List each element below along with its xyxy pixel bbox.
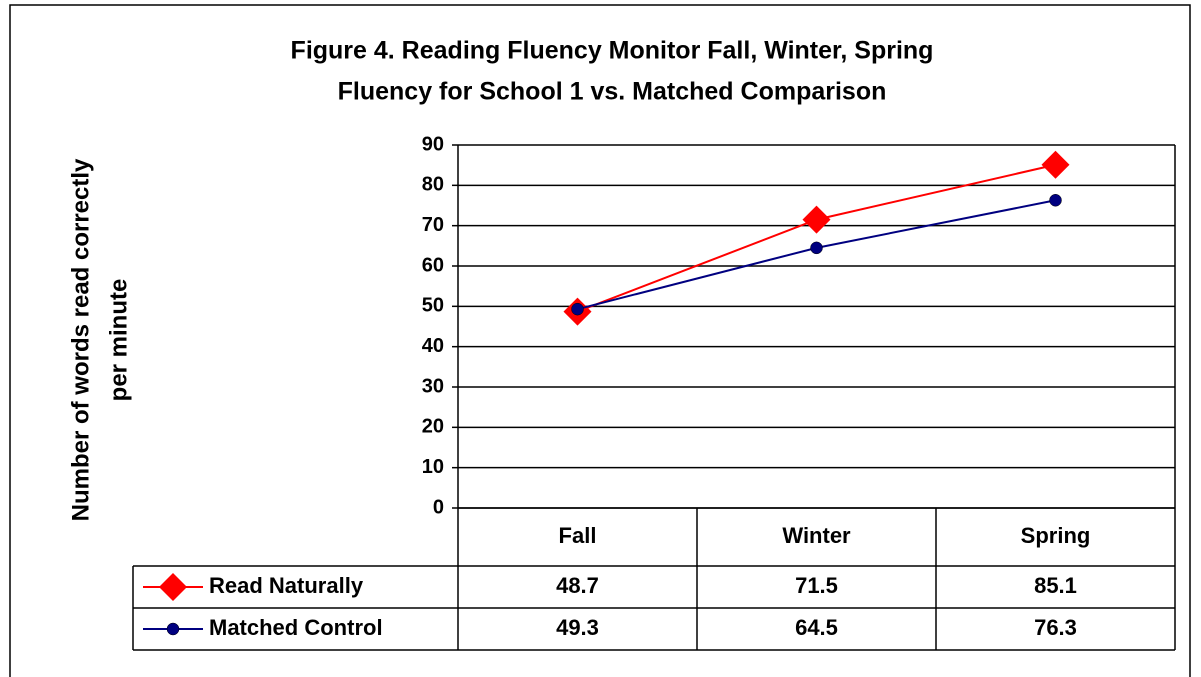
chart-title: Figure 4. Reading Fluency Monitor Fall, … bbox=[291, 37, 934, 65]
legend-marker bbox=[166, 622, 180, 636]
data-table-value: 64.5 bbox=[795, 615, 838, 640]
point bbox=[571, 302, 584, 316]
x-tick-label: Winter bbox=[782, 523, 851, 548]
line bbox=[577, 163, 1056, 313]
y-tick-label: 70 bbox=[422, 214, 444, 236]
point bbox=[810, 241, 823, 255]
data-table-value: 76.3 bbox=[1034, 615, 1077, 640]
y-tick-label: 60 bbox=[422, 254, 444, 276]
y-tick-label: 20 bbox=[422, 416, 444, 438]
x-tick-label: Fall bbox=[559, 523, 597, 548]
chart-border bbox=[9, 4, 1191, 677]
data-table-value: 71.5 bbox=[795, 573, 838, 598]
y-tick-label: 80 bbox=[422, 174, 444, 196]
data-table-value: 85.1 bbox=[1034, 573, 1077, 598]
chart-title: Fluency for School 1 vs. Matched Compari… bbox=[338, 78, 887, 106]
data-table-value: 48.7 bbox=[556, 573, 599, 598]
point bbox=[1041, 150, 1070, 179]
y-axis-label: per minute bbox=[105, 279, 132, 402]
y-tick-label: 50 bbox=[422, 295, 444, 317]
y-tick-label: 30 bbox=[422, 375, 444, 397]
legend-label: Read Naturally bbox=[209, 573, 364, 598]
point bbox=[802, 205, 831, 234]
x-tick-label: Spring bbox=[1021, 523, 1091, 548]
y-tick-label: 90 bbox=[422, 133, 444, 155]
y-axis-label: Number of words read correctly bbox=[67, 158, 94, 521]
legend-marker bbox=[159, 573, 187, 601]
y-tick-label: 10 bbox=[422, 456, 444, 478]
y-tick-label: 40 bbox=[422, 335, 444, 357]
legend-label: Matched Control bbox=[209, 615, 383, 640]
y-tick-label: 0 bbox=[433, 496, 444, 518]
data-table-value: 49.3 bbox=[556, 615, 599, 640]
point bbox=[1049, 194, 1062, 207]
